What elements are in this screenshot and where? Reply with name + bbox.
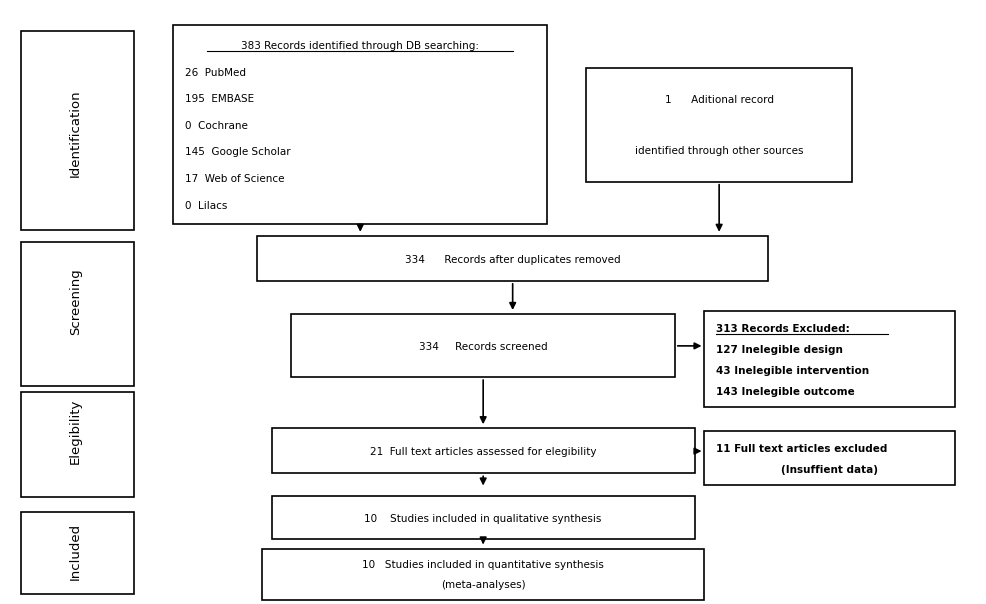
Text: 10    Studies included in qualitative synthesis: 10 Studies included in qualitative synth…: [365, 514, 601, 524]
Text: 145  Google Scholar: 145 Google Scholar: [185, 147, 291, 158]
FancyBboxPatch shape: [272, 428, 694, 474]
FancyBboxPatch shape: [21, 31, 134, 230]
FancyBboxPatch shape: [292, 314, 674, 377]
FancyBboxPatch shape: [21, 242, 134, 386]
Text: 127 Inelegible design: 127 Inelegible design: [716, 345, 843, 355]
FancyBboxPatch shape: [272, 496, 694, 539]
Text: Included: Included: [69, 523, 82, 580]
Text: 334      Records after duplicates removed: 334 Records after duplicates removed: [405, 255, 620, 265]
Text: 0  Lilacs: 0 Lilacs: [185, 201, 228, 211]
Text: 0  Cochrane: 0 Cochrane: [185, 121, 248, 131]
Text: 383 Records identified through DB searching:: 383 Records identified through DB search…: [242, 41, 479, 51]
Text: 43 Inelegible intervention: 43 Inelegible intervention: [716, 366, 870, 376]
Text: 143 Inelegible outcome: 143 Inelegible outcome: [716, 387, 855, 397]
Text: Elegibility: Elegibility: [69, 399, 82, 464]
Text: Identification: Identification: [69, 90, 82, 178]
Text: identified through other sources: identified through other sources: [635, 146, 804, 156]
FancyBboxPatch shape: [257, 236, 768, 281]
Text: 21  Full text articles assessed for elegibility: 21 Full text articles assessed for elegi…: [370, 447, 597, 457]
Text: Screening: Screening: [69, 269, 82, 335]
Text: 11 Full text articles excluded: 11 Full text articles excluded: [716, 444, 887, 454]
FancyBboxPatch shape: [262, 548, 704, 600]
Text: (meta-analyses): (meta-analyses): [441, 580, 526, 590]
FancyBboxPatch shape: [21, 392, 134, 498]
FancyBboxPatch shape: [704, 431, 955, 486]
FancyBboxPatch shape: [587, 68, 852, 182]
Text: 1      Aditional record: 1 Aditional record: [665, 95, 774, 105]
FancyBboxPatch shape: [704, 311, 955, 407]
FancyBboxPatch shape: [174, 25, 547, 224]
Text: 26  PubMed: 26 PubMed: [185, 68, 246, 77]
FancyBboxPatch shape: [21, 512, 134, 594]
Text: 313 Records Excluded:: 313 Records Excluded:: [716, 324, 850, 334]
Text: 195  EMBASE: 195 EMBASE: [185, 94, 254, 104]
Text: 17  Web of Science: 17 Web of Science: [185, 174, 285, 184]
Text: 10   Studies included in quantitative synthesis: 10 Studies included in quantitative synt…: [362, 561, 604, 571]
Text: (Insuffient data): (Insuffient data): [781, 465, 879, 475]
Text: 334     Records screened: 334 Records screened: [419, 342, 547, 352]
